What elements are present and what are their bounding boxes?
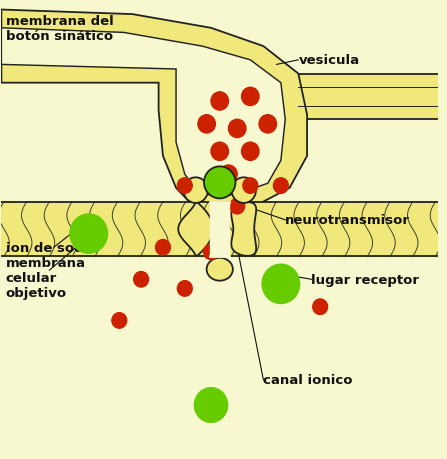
Polygon shape — [231, 203, 256, 256]
Text: neurotransmisor: neurotransmisor — [285, 214, 410, 227]
Circle shape — [241, 88, 259, 106]
Circle shape — [313, 299, 328, 315]
Polygon shape — [178, 203, 213, 256]
Circle shape — [70, 214, 107, 254]
Text: lugar receptor: lugar receptor — [312, 273, 419, 286]
Circle shape — [230, 199, 245, 214]
Polygon shape — [207, 258, 233, 281]
Polygon shape — [1, 11, 307, 211]
Circle shape — [177, 179, 192, 194]
Circle shape — [198, 116, 215, 134]
Circle shape — [203, 245, 219, 260]
Ellipse shape — [204, 167, 236, 199]
Circle shape — [243, 179, 258, 194]
Text: ion de sodio: ion de sodio — [6, 241, 97, 254]
Text: membrana del
botón sinático: membrana del botón sinático — [6, 15, 114, 43]
Circle shape — [228, 120, 246, 138]
Circle shape — [134, 272, 148, 287]
Polygon shape — [1, 29, 285, 197]
Circle shape — [232, 178, 256, 203]
Circle shape — [241, 143, 259, 161]
Circle shape — [211, 93, 228, 111]
Polygon shape — [298, 74, 447, 120]
Text: canal ionico: canal ionico — [263, 374, 353, 386]
Text: vesicula: vesicula — [298, 54, 359, 67]
Circle shape — [259, 116, 277, 134]
Text: membrana
celular
objetivo: membrana celular objetivo — [6, 257, 86, 300]
Circle shape — [194, 388, 228, 422]
Circle shape — [183, 178, 208, 203]
Circle shape — [211, 143, 228, 161]
Circle shape — [112, 313, 127, 329]
Circle shape — [262, 265, 299, 304]
Circle shape — [177, 281, 192, 297]
Circle shape — [156, 240, 170, 256]
Circle shape — [220, 166, 237, 184]
Circle shape — [274, 179, 288, 194]
